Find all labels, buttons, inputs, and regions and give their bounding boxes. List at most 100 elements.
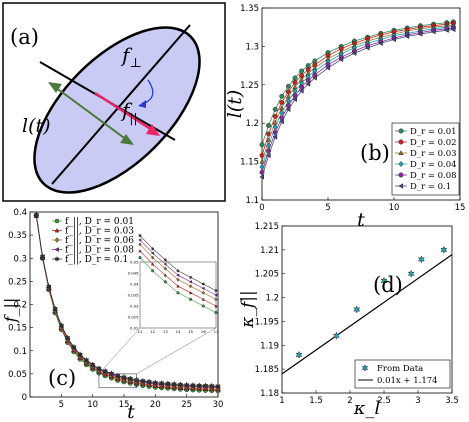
c-x-axis-label: t [127, 401, 135, 422]
b-legend-entry: D_r = 0.02 [410, 138, 457, 148]
b-data-point [259, 174, 265, 180]
c-data-point [58, 322, 65, 329]
d-y-tick-label: 1.195 [255, 317, 279, 327]
b-legend-entry: D_r = 0.08 [410, 171, 457, 181]
c-data-point [183, 381, 190, 389]
c-inset-data-point [163, 262, 167, 266]
c-x-tick-label: 5 [59, 400, 64, 410]
b-data-point [259, 142, 265, 148]
c-legend-entry: f_||, D_r = 0.01 [65, 217, 134, 227]
c-inset-y-tick-label: 0.045 [128, 271, 139, 276]
b-data-point [285, 106, 291, 113]
c-legend-marker [54, 227, 60, 233]
b-data-point [364, 45, 370, 51]
c-inset-data-point [163, 280, 167, 284]
c-data-point [146, 378, 153, 386]
c-inset-data-point [150, 246, 155, 251]
c-inset-data-point [201, 281, 206, 287]
length-arrowhead-start [48, 82, 62, 93]
c-y-tick-label: 0.3 [13, 254, 27, 264]
c-inset-data-point [138, 249, 142, 253]
b-data-point [279, 109, 285, 116]
c-data-point [121, 373, 127, 381]
panel-a-diagram: (a) f⊥ f|| l(t) [2, 2, 226, 202]
d-legend-entry-data: From Data [377, 364, 423, 374]
b-legend-entry: D_r = 0.04 [410, 160, 457, 170]
b-data-point [312, 75, 317, 81]
b-x-tick-label: 10 [389, 203, 400, 213]
f-parallel-subscript: || [129, 111, 137, 125]
c-data-point [208, 382, 215, 390]
c-data-point [39, 253, 46, 260]
d-y-tick-label: 1.18 [260, 389, 279, 399]
b-data-point [279, 93, 285, 99]
b-data-point [305, 81, 311, 87]
c-inset-y-tick-label: 0.03 [130, 304, 139, 309]
d-y-tick-label: 1.185 [255, 365, 279, 375]
c-x-tick-label: 20 [150, 400, 161, 410]
c-zoom-box [98, 373, 137, 389]
b-axes-frame [261, 7, 461, 201]
d-legend-marker [361, 364, 369, 372]
c-inset-data-point [176, 273, 180, 277]
b-data-point [298, 88, 304, 94]
c-inset-data-point [151, 255, 155, 260]
c-x-tick-label: 15 [119, 400, 130, 410]
d-x-axis-label: κ_l [353, 398, 381, 419]
d-y-tick-label: 1.205 [255, 270, 279, 280]
c-inset-x-tick-label: 17 [214, 329, 219, 334]
c-inset-data-point [188, 290, 193, 295]
b-data-point [285, 89, 291, 95]
b-data-point [444, 27, 449, 33]
b-y-tick-label: 1.3 [245, 42, 259, 52]
f-perp-subscript: ⊥ [129, 56, 141, 71]
c-data-point [152, 379, 159, 386]
c-legend-marker [54, 218, 60, 224]
panel-a-label: (a) [10, 25, 39, 49]
c-y-tick-label: 0.2 [13, 301, 27, 311]
c-inset-x-tick-label: 11 [138, 329, 143, 334]
c-legend-marker [54, 247, 59, 252]
c-legend-entry: f_||, D_r = 0.1 [65, 255, 128, 265]
c-data-point [189, 381, 196, 389]
c-legend-entry: f_||, D_r = 0.06 [65, 236, 134, 246]
b-legend-marker [398, 172, 404, 178]
c-x-tick-label: 10 [87, 400, 98, 410]
c-y-tick-label: 0.15 [8, 324, 27, 334]
b-data-point [272, 124, 278, 131]
c-inset-x-tick-label: 15 [188, 329, 193, 334]
c-data-point [139, 377, 146, 385]
b-y-tick-label: 1.35 [240, 4, 259, 14]
b-data-point [272, 113, 278, 119]
b-data-point [265, 152, 271, 159]
c-data-point [33, 211, 40, 219]
c-data-point [71, 343, 77, 351]
b-legend-marker [398, 150, 404, 156]
b-data-point [338, 56, 344, 63]
c-data-point [64, 334, 71, 342]
b-x-tick-label: 15 [455, 203, 466, 213]
b-legend-marker [398, 128, 404, 134]
d-x-tick-label: 3.5 [445, 396, 459, 406]
b-data-point [272, 134, 278, 140]
b-data-point [265, 137, 272, 143]
c-inset-y-tick-label: 0.025 [128, 315, 139, 320]
c-zoom-connector [136, 327, 217, 375]
b-data-point [292, 75, 298, 81]
d-y-axis-label: κ_f|| [238, 290, 258, 328]
d-x-tick-label: 1.5 [309, 396, 323, 406]
b-legend-entry: D_r = 0.1 [410, 182, 451, 192]
b-x-tick-label: 0 [259, 203, 264, 213]
b-y-tick-label: 1.15 [240, 158, 259, 168]
b-data-point [292, 96, 298, 103]
b-data-point [417, 31, 423, 37]
c-inset-data-point [214, 311, 218, 315]
b-data-point [272, 106, 278, 112]
b-data-point [391, 36, 397, 43]
c-data-point [45, 283, 52, 290]
c-x-tick-label: 30 [213, 400, 224, 410]
c-inset-data-point [150, 262, 155, 266]
b-data-point [279, 119, 284, 125]
c-inset-data-point [163, 257, 168, 262]
c-data-point [196, 382, 203, 389]
